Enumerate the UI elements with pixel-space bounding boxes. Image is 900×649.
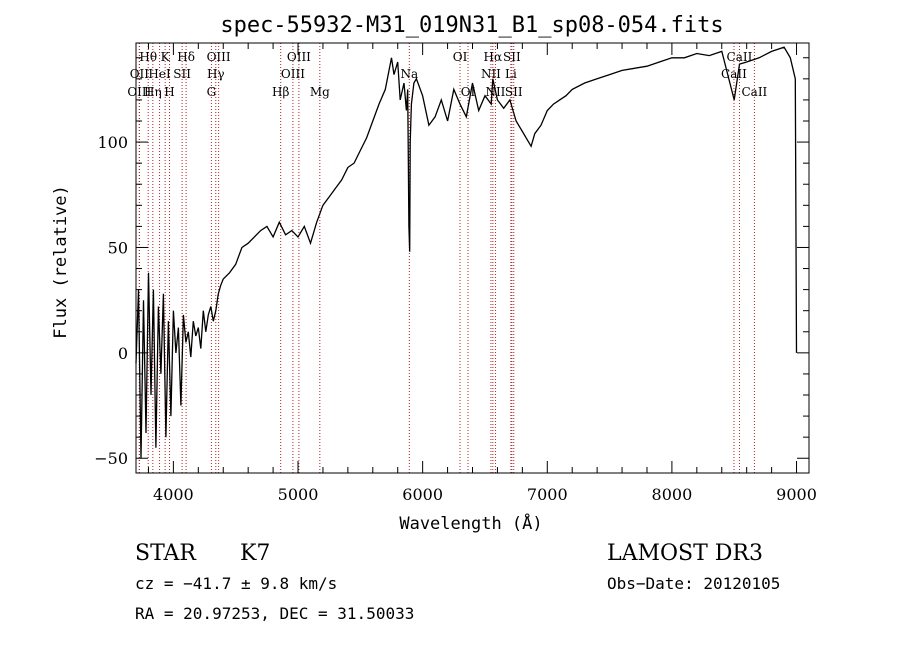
- line-marker-label: Li: [505, 67, 517, 81]
- line-marker-label: SII: [503, 50, 521, 64]
- line-marker-label: SII: [505, 85, 523, 99]
- obs-date-text: Obs−Date: 20120105: [607, 574, 780, 593]
- line-marker-label: CaII: [727, 50, 753, 64]
- axis-ticks: 4000 5000 6000 7000 8000 9000 −50 0 50 100: [94, 43, 817, 504]
- y-tick-label: 50: [108, 238, 128, 257]
- redshift-text: cz = −41.7 ± 9.8 km/s: [135, 574, 337, 593]
- line-marker-label: CaII: [721, 67, 747, 81]
- x-tick-label: 5000: [278, 485, 319, 504]
- object-subclass: K7: [240, 541, 270, 566]
- line-marker-label: SII: [173, 67, 191, 81]
- line-marker-label: Hα: [484, 50, 503, 64]
- x-tick-label: 9000: [776, 485, 817, 504]
- line-marker-label: OIII: [207, 50, 231, 64]
- line-marker-label: Hβ: [272, 85, 289, 99]
- line-marker-label: G: [207, 85, 217, 99]
- x-tick-label: 7000: [527, 485, 568, 504]
- line-marker-label: OII: [130, 67, 150, 81]
- x-tick-label: 4000: [153, 485, 194, 504]
- spectrum-line: [135, 46, 798, 459]
- survey-label: LAMOST DR3: [607, 541, 763, 566]
- chart-title: spec-55932-M31_019N31_B1_sp08-054.fits: [220, 13, 723, 38]
- y-axis-label: Flux (relative): [51, 185, 71, 339]
- x-tick-label: 8000: [652, 485, 693, 504]
- line-marker-label: NII: [481, 67, 501, 81]
- line-marker-label: Hθ: [139, 50, 157, 64]
- line-marker-label: Hη: [144, 85, 162, 99]
- line-marker-label: CaII: [741, 85, 767, 99]
- line-marker-label: H: [164, 85, 174, 99]
- line-marker-label: Hγ: [207, 67, 225, 81]
- y-tick-label: −50: [94, 449, 128, 468]
- line-marker-label: OIII: [127, 85, 151, 99]
- line-marker-label: HeI: [148, 67, 171, 81]
- plot-frame: [135, 42, 810, 474]
- line-marker-label: OIII: [287, 50, 311, 64]
- line-marker-label: Na: [400, 67, 418, 81]
- line-marker-label: OI: [453, 50, 468, 64]
- line-marker-label: Mg: [310, 85, 330, 99]
- line-marker-label: K: [161, 50, 171, 64]
- x-axis-label: Wavelength (Å): [399, 512, 542, 534]
- line-marker-label: Hδ: [177, 50, 195, 64]
- object-class: STAR: [135, 541, 197, 566]
- y-tick-label: 100: [97, 133, 128, 152]
- x-tick-label: 6000: [402, 485, 443, 504]
- line-marker-label: OIII: [281, 67, 305, 81]
- spectral-line-markers: [138, 43, 755, 473]
- coordinates-text: RA = 20.97253, DEC = 31.50033: [135, 604, 414, 623]
- y-tick-label: 0: [118, 344, 128, 363]
